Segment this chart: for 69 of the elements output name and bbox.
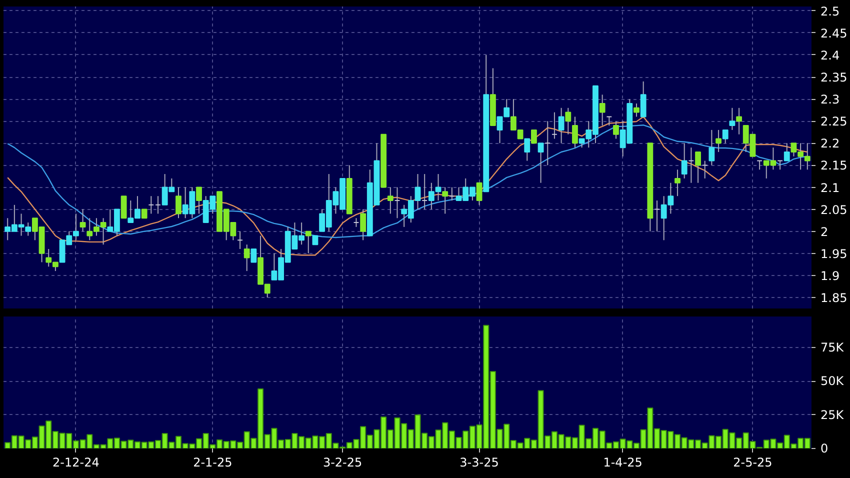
candlestick <box>237 230 243 250</box>
candlestick <box>244 244 250 272</box>
candlestick <box>353 218 360 228</box>
candlestick <box>155 196 161 214</box>
candlestick <box>360 208 366 241</box>
candlestick <box>606 116 612 126</box>
x-tick-label: 3-2-25 <box>322 456 362 470</box>
y-tick-label: 0 <box>820 442 828 456</box>
y-tick-label: 2.15 <box>820 158 848 173</box>
candlestick <box>558 107 564 144</box>
candlestick <box>448 186 455 201</box>
y-tick-label: 2 <box>820 224 828 239</box>
y-tick-label: 2.3 <box>820 92 840 107</box>
candlestick <box>722 129 728 144</box>
y-tick-label: 75K <box>820 340 845 354</box>
x-tick-label: 1-4-25 <box>603 456 642 470</box>
candlestick <box>695 151 701 184</box>
y-tick-label: 2.2 <box>820 136 840 151</box>
candlestick <box>422 174 428 210</box>
candlestick <box>756 160 763 170</box>
candlestick <box>544 120 551 166</box>
y-tick-label: 2.5 <box>820 4 840 18</box>
candlestick <box>196 186 202 214</box>
y-tick-label: 2.1 <box>820 180 840 195</box>
candlestick <box>531 129 537 144</box>
candlestick <box>777 160 784 170</box>
candlestick <box>442 186 448 214</box>
y-tick-label: 2.4 <box>820 48 840 62</box>
x-tick-label: 2-1-25 <box>193 456 232 470</box>
candlestick <box>250 248 257 263</box>
candlestick <box>613 120 619 140</box>
y-tick-label: 50K <box>820 374 845 388</box>
candlestick <box>716 129 722 152</box>
y-tick-label: 1.85 <box>820 290 848 305</box>
y-tick-label: 1.9 <box>820 268 840 283</box>
candlestick <box>476 182 482 206</box>
candlestick <box>702 160 708 179</box>
candlestick <box>80 208 86 232</box>
x-tick-label: 2-12-24 <box>52 456 100 470</box>
candlestick <box>729 107 736 130</box>
candlestick <box>565 107 572 135</box>
candlestick <box>387 186 394 214</box>
candlestick <box>784 142 790 162</box>
candlestick <box>176 186 182 219</box>
candlestick <box>524 138 530 162</box>
candlestick <box>599 94 606 126</box>
candlestick <box>394 186 400 219</box>
candlestick <box>708 129 715 166</box>
y-tick-label: 1.95 <box>820 246 848 261</box>
candlestick <box>654 200 660 232</box>
x-tick-label: 2-5-25 <box>733 456 772 470</box>
y-tick-label: 25K <box>820 408 845 422</box>
x-tick-label: 3-3-25 <box>460 456 499 470</box>
candlestick <box>674 169 680 197</box>
candlestick <box>305 230 312 254</box>
candlestick <box>688 147 694 184</box>
candlestick <box>681 142 688 179</box>
candlestick <box>148 196 154 214</box>
candlestick <box>640 80 646 118</box>
candlestick <box>538 142 544 184</box>
candlestick <box>736 107 742 135</box>
candlestick <box>120 196 127 219</box>
y-tick-label: 2.25 <box>820 114 848 129</box>
y-tick-label: 2.35 <box>820 70 848 85</box>
candlestick <box>552 112 558 140</box>
y-tick-label: 2.05 <box>820 202 848 217</box>
candlestick <box>572 116 578 148</box>
y-tick-label: 2.45 <box>820 26 848 40</box>
candlestick <box>634 102 640 118</box>
